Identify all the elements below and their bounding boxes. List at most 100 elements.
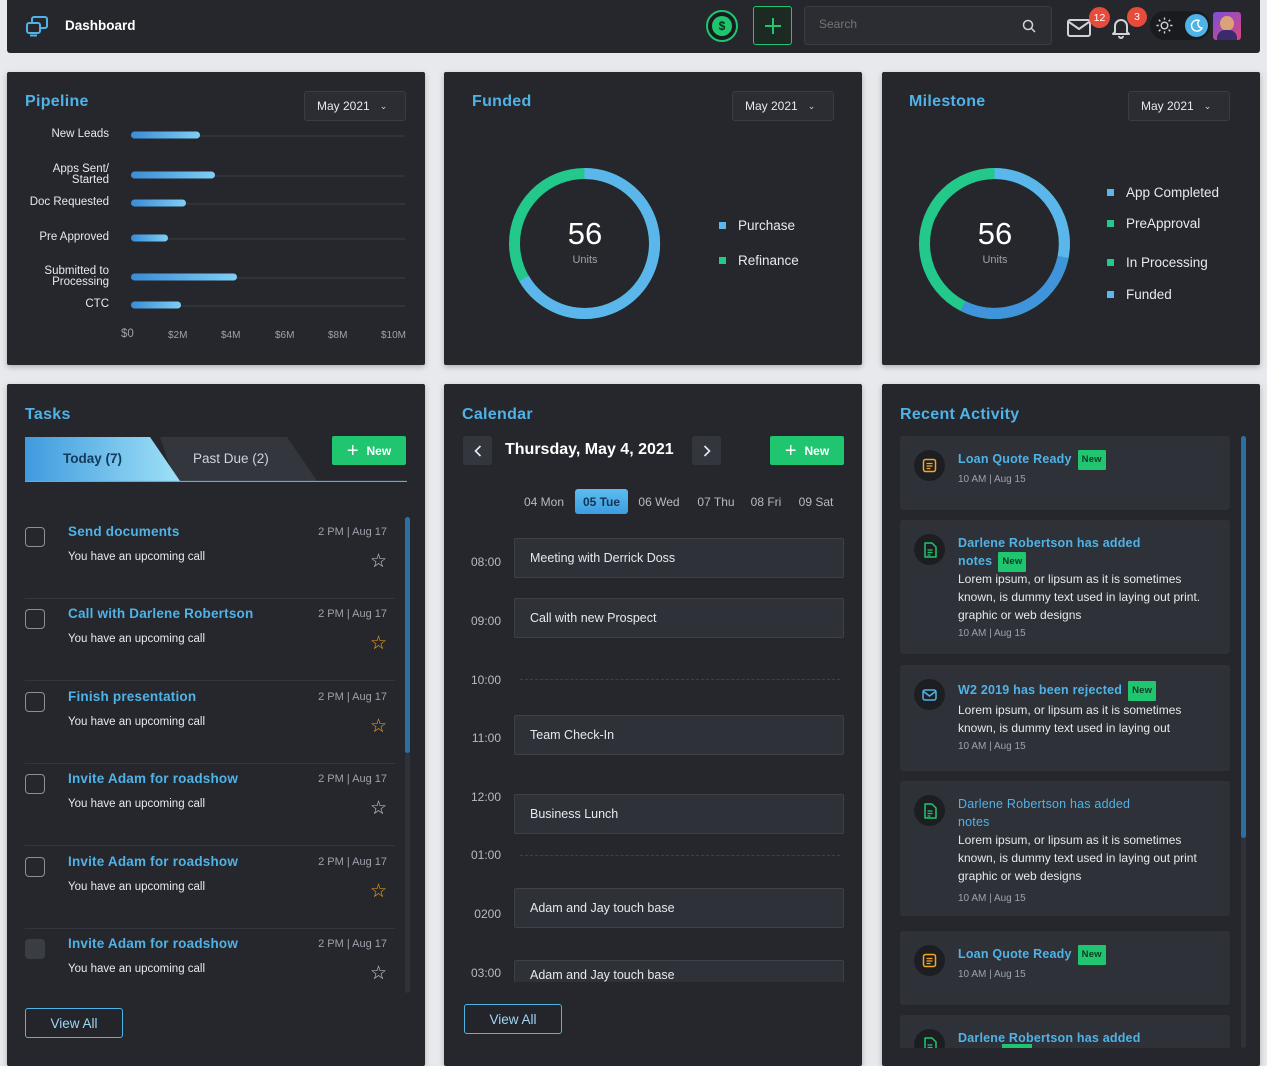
calendar-event[interactable]: Meeting with Derrick Doss xyxy=(514,538,844,578)
activity-title[interactable]: Loan Quote Ready New xyxy=(958,945,1218,965)
activity-title[interactable]: Darlene Robertson has added notes New xyxy=(958,534,1218,572)
mail-icon[interactable] xyxy=(1067,19,1091,42)
calendar-day-0[interactable]: 04 Mon xyxy=(523,494,565,509)
activity-item[interactable]: Loan Quote Ready New 10 AM | Aug 15 xyxy=(900,436,1230,510)
task-checkbox[interactable] xyxy=(25,774,45,794)
pipeline-x-tick: $0 xyxy=(121,328,134,340)
dollar-coin-icon[interactable]: $ xyxy=(706,10,738,42)
bell-icon[interactable] xyxy=(1111,17,1131,44)
activity-item[interactable]: W2 2019 has been rejected New Lorem ipsum,… xyxy=(900,665,1230,771)
tasks-scrollbar[interactable] xyxy=(405,517,410,993)
activity-scrollbar[interactable] xyxy=(1241,436,1246,1048)
pipeline-row-bar xyxy=(131,301,181,309)
next-day-button[interactable] xyxy=(692,436,721,465)
task-item[interactable]: Invite Adam for roadshow You have an upco… xyxy=(25,928,395,1011)
task-subtitle: You have an upcoming call xyxy=(68,551,206,563)
search-box[interactable] xyxy=(804,6,1052,45)
star-filled-icon[interactable]: ☆ xyxy=(369,881,387,902)
legend-refinance: Refinance xyxy=(719,253,799,268)
pipeline-period-dropdown[interactable]: May 2021 ⌄ xyxy=(304,91,406,121)
task-title[interactable]: Invite Adam for roadshow xyxy=(68,936,239,951)
tab-today[interactable]: Today (7) xyxy=(63,451,123,466)
pipeline-row-bar xyxy=(131,234,168,242)
calendar-event[interactable]: Team Check-In xyxy=(514,715,844,755)
legend-label: Purchase xyxy=(738,218,796,233)
star-outline-icon[interactable]: ☆ xyxy=(369,551,387,572)
activity-title[interactable]: Loan Quote Ready New xyxy=(958,450,1218,470)
pipeline-x-tick: $10M xyxy=(381,330,407,341)
search-input[interactable] xyxy=(819,17,1009,31)
star-filled-icon[interactable]: ☆ xyxy=(369,633,387,654)
milestone-period-dropdown[interactable]: May 2021 ⌄ xyxy=(1128,91,1230,121)
legend-preapproval: PreApproval xyxy=(1107,216,1200,231)
calendar-day-3[interactable]: 07 Thu xyxy=(697,494,735,509)
task-title[interactable]: Invite Adam for roadshow xyxy=(68,854,239,869)
task-item[interactable]: Send documents You have an upcoming call 2… xyxy=(25,516,395,599)
calendar-day-4[interactable]: 08 Fri xyxy=(750,494,782,509)
task-time: 2 PM | Aug 17 xyxy=(318,856,387,868)
milestone-unit: Units xyxy=(982,254,1008,266)
search-icon[interactable] xyxy=(1022,19,1036,33)
sun-icon[interactable] xyxy=(1156,17,1173,34)
calendar-event[interactable]: Business Lunch xyxy=(514,794,844,834)
task-checkbox[interactable] xyxy=(25,609,45,629)
calendar-event[interactable]: Adam and Jay touch base xyxy=(514,960,844,982)
moon-icon[interactable] xyxy=(1185,14,1208,37)
calendar-event[interactable]: Call with new Prospect xyxy=(514,598,844,638)
funded-unit: Units xyxy=(572,254,598,266)
task-title[interactable]: Call with Darlene Robertson xyxy=(68,606,254,621)
chevron-left-icon xyxy=(473,444,481,457)
user-avatar[interactable] xyxy=(1213,12,1241,40)
activity-title[interactable]: Darlene Robertson has added xyxy=(958,1029,1218,1047)
task-item[interactable]: Invite Adam for roadshow You have an upco… xyxy=(25,846,395,929)
task-title[interactable]: Invite Adam for roadshow xyxy=(68,771,239,786)
legend-funded: Funded xyxy=(1107,287,1172,302)
chevron-down-icon: ⌄ xyxy=(379,100,388,111)
calendar-day-2[interactable]: 06 Wed xyxy=(638,494,680,509)
star-outline-icon[interactable]: ☆ xyxy=(369,798,387,819)
task-checkbox[interactable] xyxy=(25,939,45,959)
new-task-button[interactable]: + New xyxy=(332,436,406,465)
task-checkbox[interactable] xyxy=(25,527,45,547)
activity-item[interactable]: Darlene Robertson has added notes Lorem ip… xyxy=(900,781,1230,916)
task-time: 2 PM | Aug 17 xyxy=(318,938,387,950)
tasks-view-all-button[interactable]: View All xyxy=(25,1008,123,1038)
activity-item[interactable]: Darlene Robertson has added notes New Lorem… xyxy=(900,520,1230,654)
calendar-day-1[interactable]: 05 Tue xyxy=(575,489,628,514)
tasks-tabs xyxy=(25,437,407,482)
task-item[interactable]: Call with Darlene Robertson You have an u… xyxy=(25,598,395,681)
star-outline-icon[interactable]: ☆ xyxy=(369,963,387,984)
pipeline-row: New Leads xyxy=(0,125,420,145)
app-logo-icon[interactable] xyxy=(25,15,49,37)
theme-toggle[interactable] xyxy=(1150,11,1210,40)
task-checkbox[interactable] xyxy=(25,692,45,712)
task-item[interactable]: Invite Adam for roadshow You have an upco… xyxy=(25,763,395,846)
activity-title: Recent Activity xyxy=(900,406,1020,423)
task-checkbox[interactable] xyxy=(25,857,45,877)
task-subtitle: You have an upcoming call xyxy=(68,716,206,728)
calendar-view-all-button[interactable]: View All xyxy=(464,1004,562,1034)
prev-day-button[interactable] xyxy=(463,436,492,465)
calendar-hour-label: 09:00 xyxy=(470,614,501,628)
add-button[interactable] xyxy=(753,6,792,45)
calendar-event[interactable]: Adam and Jay touch base xyxy=(514,888,844,928)
task-title[interactable]: Finish presentation xyxy=(68,689,197,704)
calendar-day-5[interactable]: 09 Sat xyxy=(798,494,834,509)
activity-title[interactable]: Darlene Robertson has added notes xyxy=(958,795,1218,831)
activity-item[interactable]: Darlene Robertson has added xyxy=(900,1015,1230,1048)
task-item[interactable]: Finish presentation You have an upcoming … xyxy=(25,681,395,764)
pipeline-row: Pre Approved xyxy=(0,228,420,248)
milestone-period-value: May 2021 xyxy=(1141,99,1194,113)
funded-period-dropdown[interactable]: May 2021 ⌄ xyxy=(732,91,834,121)
task-title[interactable]: Send documents xyxy=(68,524,180,539)
tab-past-due[interactable]: Past Due (2) xyxy=(193,451,269,466)
activity-title[interactable]: W2 2019 has been rejected New xyxy=(958,681,1218,701)
pipeline-row: CTC xyxy=(0,295,420,315)
calendar-hour-label: 11:00 xyxy=(471,731,501,745)
activity-time: 10 AM | Aug 15 xyxy=(958,628,1026,639)
empty-slot-line xyxy=(520,855,840,856)
activity-item[interactable]: Loan Quote Ready New 10 AM | Aug 15 xyxy=(900,931,1230,1005)
notes-icon xyxy=(914,534,945,565)
new-event-button[interactable]: + New xyxy=(770,436,844,465)
star-filled-icon[interactable]: ☆ xyxy=(369,716,387,737)
